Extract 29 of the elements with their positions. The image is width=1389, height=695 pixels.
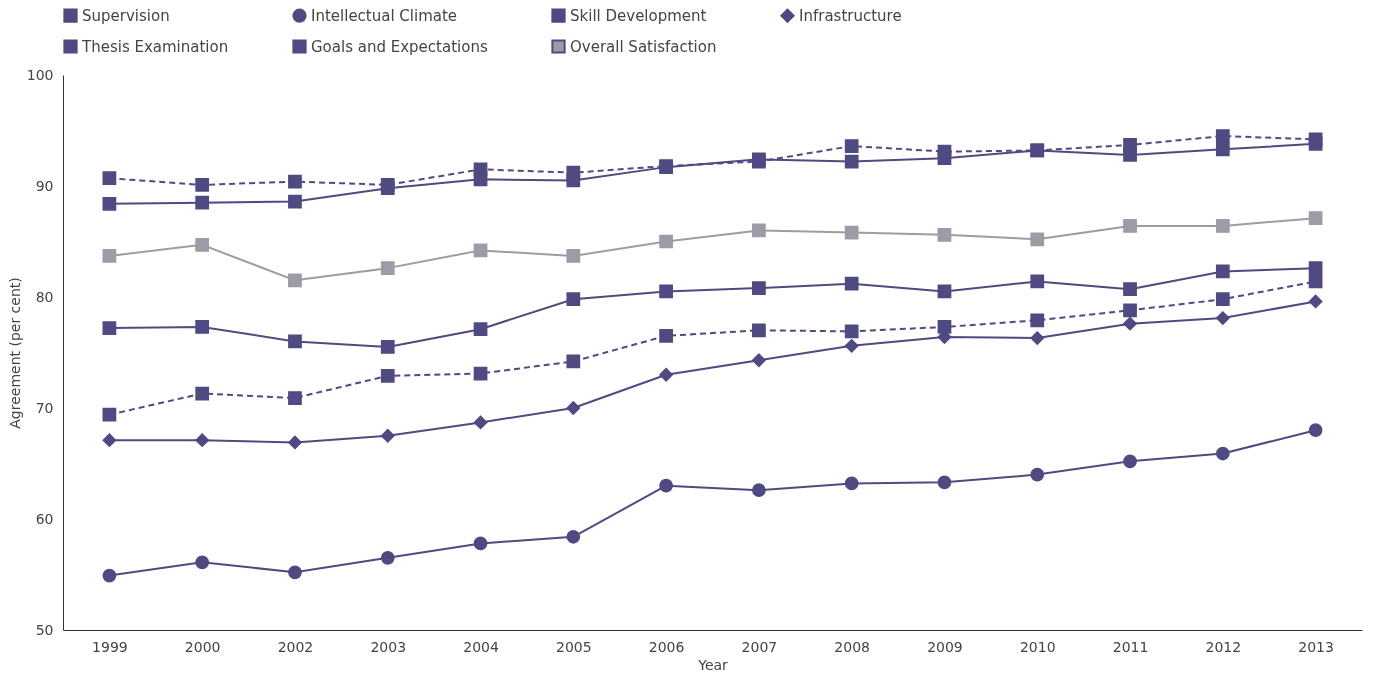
legend-label: Infrastructure xyxy=(799,6,902,25)
y-tick-label: 100 xyxy=(26,66,54,83)
x-tick-label: 2004 xyxy=(463,638,499,655)
x-tick-label: 2013 xyxy=(1298,638,1334,655)
x-tick-label: 1999 xyxy=(92,638,128,655)
y-tick-label: 80 xyxy=(35,288,54,305)
x-axis-title: Year xyxy=(697,656,729,673)
x-tick-label: 2006 xyxy=(648,638,685,655)
y-axis-title: Agreement (per cent) xyxy=(6,277,23,429)
legend-label: Intellectual Climate xyxy=(311,6,458,25)
x-tick-label: 2007 xyxy=(741,638,778,655)
legend-label: Supervision xyxy=(82,6,170,25)
y-tick-label: 50 xyxy=(35,621,54,638)
x-tick-label: 2003 xyxy=(370,638,407,655)
legend-label: Thesis Examination xyxy=(81,37,229,56)
x-tick-label: 2008 xyxy=(834,638,870,655)
x-tick-label: 2011 xyxy=(1112,638,1149,655)
x-tick-label: 2009 xyxy=(927,638,963,655)
x-tick-label: 2002 xyxy=(277,638,314,655)
x-tick-label: 2000 xyxy=(184,638,221,655)
legend-label: Goals and Expectations xyxy=(311,37,488,56)
x-tick-label: 2012 xyxy=(1205,638,1242,655)
legend-label: Skill Development xyxy=(570,6,707,25)
y-tick-label: 60 xyxy=(35,510,54,527)
x-tick-label: 2010 xyxy=(1019,638,1056,655)
x-tick-label: 2005 xyxy=(556,638,592,655)
legend-label: Overall Satisfaction xyxy=(570,37,717,56)
y-tick-label: 90 xyxy=(35,177,54,194)
y-tick-label: 70 xyxy=(35,399,54,416)
